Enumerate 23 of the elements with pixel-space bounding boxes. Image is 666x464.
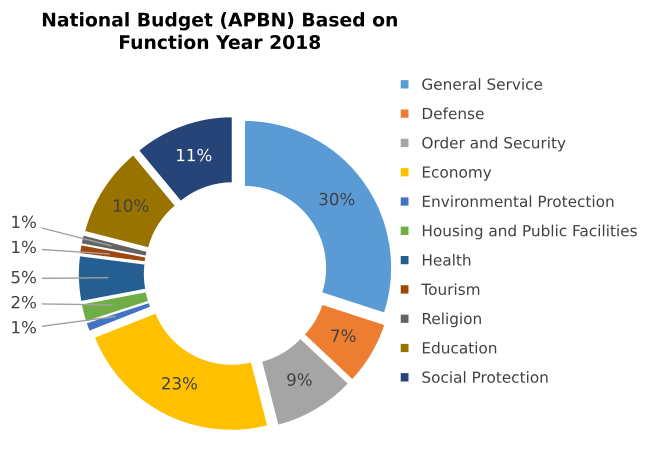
chart-title: National Budget (APBN) Based on Function Year 2018	[42, 12, 397, 50]
legend-label: Social Protection	[422, 371, 548, 383]
data-label: 7%	[331, 329, 356, 342]
legend-label: Education	[422, 342, 496, 354]
data-label: 2%	[12, 296, 36, 308]
data-label: 1%	[12, 320, 36, 334]
data-label: 11%	[177, 148, 212, 162]
legend-label: Tourism	[421, 283, 480, 296]
legend-label: General Service	[422, 78, 542, 90]
data-label: 10%	[114, 199, 148, 212]
data-label: 23%	[162, 377, 197, 390]
legend-label: Economy	[422, 166, 492, 181]
data-label: 5%	[12, 270, 36, 284]
data-label: 1%	[12, 240, 36, 254]
data-label: 1%	[12, 216, 36, 228]
legend-label: Order and Security	[422, 136, 566, 152]
legend-label: Religion	[422, 312, 481, 328]
legend-label: Environmental Protection	[422, 195, 614, 208]
legend-label: Health	[422, 254, 470, 266]
data-label: 30%	[320, 192, 354, 206]
data-label: 9%	[287, 373, 312, 386]
legend-label: Housing and Public Facilities	[422, 224, 637, 240]
legend-label: Defense	[422, 107, 484, 120]
